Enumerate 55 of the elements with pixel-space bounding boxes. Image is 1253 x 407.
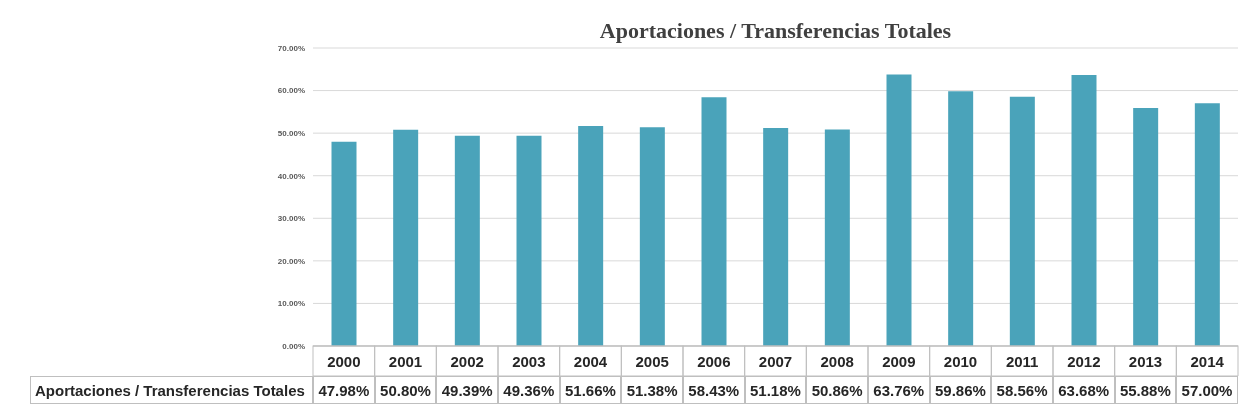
bar [454,135,480,346]
y-tick-label: 70.00% [277,43,305,53]
bar [639,127,665,346]
x-tick-label: 2011 [1005,353,1039,370]
x-tick-label: 2010 [943,353,978,370]
data-label: 47.98% [313,376,375,404]
x-tick-label: 2002 [450,353,484,370]
y-tick-label: 20.00% [277,256,305,266]
bar [393,129,419,346]
text: Aportaciones / Transferencias Totales [30,376,313,404]
x-tick-label: 2001 [388,353,423,370]
bar [1194,103,1220,346]
data-label: 63.76% [867,376,930,404]
x-tick-label: 2012 [1067,353,1101,370]
bar [701,97,727,346]
data-label: 50.80% [374,376,437,404]
x-tick-label: 2008 [820,353,854,370]
y-tick-label: 30.00% [277,214,305,224]
x-tick-label: 2006 [697,353,731,370]
x-tick-label: 2004 [573,353,608,370]
data-label: 51.18% [744,376,807,404]
data-label: 63.68% [1052,376,1115,404]
data-label: 50.86% [806,376,868,404]
bar [824,129,850,346]
bar [1071,74,1097,346]
x-tick-label: 2014 [1190,353,1225,370]
data-label: 49.36% [497,376,560,404]
x-tick-label: 2003 [512,353,546,370]
x-tick-label: 2007 [758,353,793,370]
y-tick-label: 60.00% [277,86,305,96]
bar [1133,108,1159,346]
data-label: 57.00% [1176,376,1238,404]
data-label: 58.56% [991,376,1053,404]
bar [516,135,542,346]
data-label: 58.43% [682,376,745,404]
x-tick-label: 2005 [635,353,669,370]
bar [948,91,974,346]
data-label: 49.39% [436,376,498,404]
data-label: 55.88% [1114,376,1177,404]
y-tick-label: 0.00% [282,341,305,351]
y-tick-label: 50.00% [277,128,305,138]
data-label: 51.38% [621,376,683,404]
x-tick-label: 2000 [327,353,361,370]
data-label: 51.66% [559,376,622,404]
bar [886,74,912,346]
chart-title: Aportaciones / Transferencias Totales [598,18,953,44]
bar [578,126,604,346]
bar [1009,96,1035,346]
y-tick-label: 10.00% [277,299,305,309]
x-tick-label: 2009 [882,353,916,370]
y-tick-label: 40.00% [277,171,305,181]
bar [763,128,789,346]
bar [331,141,357,346]
data-label: 59.86% [929,376,992,404]
x-tick-label: 2013 [1128,353,1163,370]
